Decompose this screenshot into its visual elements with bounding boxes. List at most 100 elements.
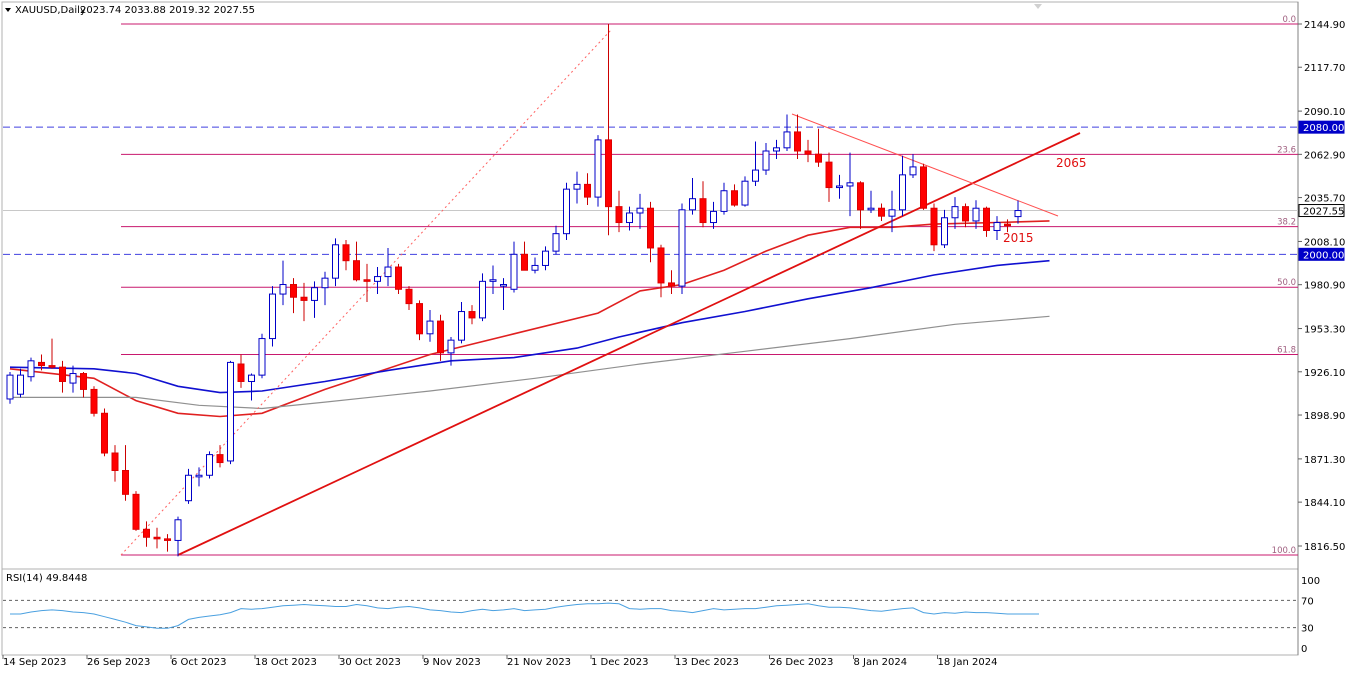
candle[interactable]: [405, 286, 413, 310]
candle[interactable]: [468, 305, 476, 325]
candle[interactable]: [353, 241, 360, 282]
candle[interactable]: [941, 209, 948, 248]
candle[interactable]: [342, 240, 350, 271]
candle[interactable]: [111, 445, 119, 482]
candle[interactable]: [279, 260, 287, 306]
fib-diagonal-line[interactable]: [120, 29, 612, 556]
candle[interactable]: [300, 282, 308, 322]
candle[interactable]: [594, 135, 602, 207]
candle[interactable]: [374, 267, 381, 295]
candle[interactable]: [269, 286, 276, 347]
candle[interactable]: [699, 181, 707, 228]
candle[interactable]: [311, 281, 318, 318]
candle[interactable]: [542, 246, 549, 271]
candle[interactable]: [500, 278, 507, 310]
candle[interactable]: [132, 491, 140, 531]
candle[interactable]: [605, 24, 612, 236]
candle[interactable]: [993, 216, 1001, 241]
candle[interactable]: [48, 338, 56, 369]
resistance-trendline[interactable]: [791, 113, 1059, 217]
candle[interactable]: [951, 197, 959, 229]
candle[interactable]: [773, 139, 780, 159]
price-annotation[interactable]: 2015: [1003, 231, 1034, 245]
candle[interactable]: [815, 128, 822, 167]
candle[interactable]: [510, 241, 518, 293]
candle[interactable]: [206, 451, 213, 479]
candle[interactable]: [122, 445, 129, 501]
candle[interactable]: [731, 184, 738, 207]
candle[interactable]: [878, 203, 885, 221]
candle[interactable]: [762, 143, 770, 175]
candle[interactable]: [720, 182, 728, 215]
candle[interactable]: [69, 365, 77, 393]
price-annotation[interactable]: 2065: [1056, 156, 1087, 170]
candle[interactable]: [416, 300, 423, 341]
candle[interactable]: [290, 278, 297, 314]
candle[interactable]: [752, 141, 759, 186]
candle[interactable]: [615, 190, 623, 233]
candle[interactable]: [227, 360, 234, 465]
candle[interactable]: [794, 114, 801, 159]
candle[interactable]: [783, 114, 791, 152]
candle[interactable]: [668, 270, 675, 295]
candle[interactable]: [489, 265, 497, 295]
candle[interactable]: [185, 468, 192, 504]
trendlines[interactable]: [120, 29, 1081, 556]
candle[interactable]: [101, 408, 108, 457]
candle[interactable]: [678, 203, 686, 295]
candle[interactable]: [143, 521, 150, 547]
candle[interactable]: [909, 154, 917, 179]
candle[interactable]: [531, 257, 539, 274]
candle[interactable]: [458, 302, 465, 344]
candle[interactable]: [647, 201, 654, 263]
candle[interactable]: [426, 309, 434, 342]
annotations[interactable]: 2065 2015: [1003, 156, 1087, 245]
candle[interactable]: [363, 263, 371, 303]
candle[interactable]: [657, 244, 665, 298]
candle[interactable]: [710, 201, 717, 229]
candle[interactable]: [195, 467, 203, 487]
candle[interactable]: [6, 371, 14, 404]
candle[interactable]: [237, 354, 245, 388]
candle[interactable]: [164, 534, 171, 552]
support-trendline[interactable]: [177, 132, 1081, 556]
candle[interactable]: [521, 241, 528, 271]
candle[interactable]: [825, 152, 833, 202]
candle[interactable]: [899, 155, 906, 217]
fibonacci-retracement[interactable]: 0.0 23.6 38.2 50.0 61.8 100.0: [121, 15, 1298, 556]
candle[interactable]: [636, 193, 644, 229]
candle[interactable]: [174, 516, 182, 557]
candle[interactable]: [332, 238, 339, 287]
candle[interactable]: [437, 314, 444, 361]
candle[interactable]: [153, 527, 161, 549]
candle[interactable]: [1014, 200, 1022, 224]
candle[interactable]: [804, 139, 812, 163]
candle[interactable]: [38, 354, 45, 371]
candle[interactable]: [962, 203, 969, 228]
candle[interactable]: [59, 360, 66, 393]
candle[interactable]: [857, 181, 864, 229]
candle[interactable]: [80, 371, 87, 398]
candle[interactable]: [741, 176, 749, 207]
candle[interactable]: [689, 178, 696, 215]
candle[interactable]: [552, 225, 560, 255]
candle[interactable]: [573, 171, 581, 204]
candle[interactable]: [384, 247, 392, 287]
candle[interactable]: [563, 182, 570, 241]
candle[interactable]: [983, 206, 990, 237]
candle[interactable]: [972, 200, 980, 229]
candle[interactable]: [584, 173, 591, 206]
candle[interactable]: [395, 263, 402, 295]
candle[interactable]: [836, 174, 843, 199]
candle[interactable]: [90, 386, 98, 417]
candle[interactable]: [27, 357, 35, 382]
candles[interactable]: [6, 24, 1022, 557]
candle[interactable]: [1004, 219, 1011, 233]
candle[interactable]: [248, 373, 255, 401]
candle[interactable]: [920, 163, 927, 210]
dropdown-triangle-icon[interactable]: [5, 8, 11, 12]
candle[interactable]: [321, 271, 329, 306]
candle[interactable]: [216, 445, 224, 468]
